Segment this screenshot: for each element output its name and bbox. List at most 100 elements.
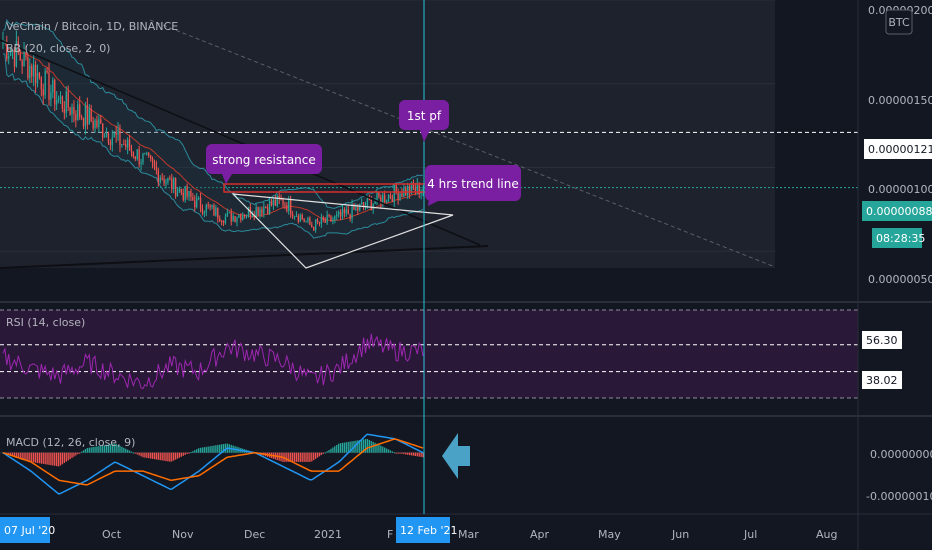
triangle-pattern[interactable]: [231, 193, 454, 269]
symbol-title[interactable]: VeChain / Bitcoin, 1D, BINANCE: [6, 20, 178, 33]
candle-body: [268, 201, 271, 214]
currency-badge[interactable]: BTC: [885, 9, 913, 35]
macd-histogram-bar: [364, 439, 367, 453]
candle-body: [167, 178, 169, 182]
macd-histogram-bar: [290, 452, 292, 462]
macd-histogram-bar: [366, 439, 369, 453]
macd-histogram-bar: [25, 452, 27, 461]
macd-histogram-bar: [157, 452, 160, 460]
macd-signal-line: [2, 438, 424, 486]
callout-1st-pf[interactable]: 1st pf: [399, 100, 449, 142]
candle-body: [224, 216, 227, 223]
price-label: 0.00000100: [868, 183, 932, 196]
candle-body: [376, 192, 378, 202]
macd-histogram-bar: [173, 452, 175, 461]
candle-body: [318, 222, 321, 224]
rsi-legend[interactable]: RSI (14, close): [6, 316, 85, 329]
currency-badge-text: BTC: [888, 16, 910, 29]
support-line-dark[interactable]: [0, 245, 489, 269]
candle-body: [126, 139, 129, 148]
candle-body: [397, 192, 399, 201]
candle-body: [213, 205, 215, 216]
macd-histogram-bar: [90, 447, 92, 453]
macd-histogram-bar: [174, 452, 177, 460]
candle-body: [178, 188, 181, 192]
macd-histogram-bar: [59, 452, 62, 466]
macd-histogram-bar: [351, 441, 353, 453]
callout-trend-line[interactable]: 4 hrs trend line: [425, 165, 521, 206]
macd-histogram-bar: [69, 452, 71, 460]
rsi-layer: [0, 309, 858, 399]
trend-line-dark[interactable]: [0, 39, 481, 246]
macd-histogram-bar: [144, 452, 146, 458]
macd-histogram-bar: [103, 445, 106, 453]
candle-body: [192, 197, 194, 201]
candle-body: [336, 214, 338, 217]
countdown-badge: 08:28:35: [872, 228, 925, 248]
trend-line-dashed[interactable]: [149, 19, 776, 268]
time-label: Jul: [743, 528, 757, 541]
candle-body: [144, 153, 146, 155]
candle-body: [211, 205, 213, 208]
candle-body: [79, 104, 81, 117]
candle-body: [384, 194, 386, 203]
macd-histogram-bar: [339, 443, 342, 453]
rsi-line: [2, 333, 424, 390]
candle-body: [378, 192, 380, 197]
macd-layer: [0, 433, 424, 495]
macd-histogram-bar: [347, 441, 349, 453]
macd-histogram-bar: [121, 446, 123, 453]
macd-histogram-bar: [142, 452, 144, 458]
candle-body: [410, 182, 413, 194]
macd-histogram-bar: [408, 452, 411, 456]
time-label: Nov: [172, 528, 194, 541]
macd-histogram-bar: [337, 443, 340, 453]
macd-histogram-bar: [376, 443, 378, 453]
macd-histogram-bar: [387, 449, 390, 453]
macd-histogram-bar: [341, 442, 344, 453]
callout-pf-text: 1st pf: [407, 109, 442, 123]
macd-histogram-bar: [149, 452, 152, 459]
time-label: Apr: [530, 528, 550, 541]
candle-body: [276, 195, 278, 206]
callout-strong-resistance[interactable]: strong resistance: [206, 144, 322, 184]
candle-body: [121, 144, 123, 146]
candle-body: [98, 119, 100, 127]
macd-histogram-bar: [32, 452, 35, 463]
candle-body: [188, 191, 190, 197]
macd-histogram-bar: [309, 452, 311, 462]
candle-body: [119, 129, 121, 146]
candle-body: [272, 200, 275, 206]
candle-body: [25, 51, 27, 58]
candle-body: [355, 207, 357, 210]
macd-histogram-bar: [222, 444, 225, 453]
macd-histogram-bar: [345, 442, 347, 453]
candle-body: [326, 214, 328, 223]
macd-histogram-bar: [360, 439, 363, 453]
candle-body: [334, 216, 336, 220]
macd-histogram-bar: [126, 449, 129, 453]
price-panel-shade: [0, 0, 775, 268]
macd-histogram-bar: [332, 447, 334, 453]
candle-body: [123, 144, 125, 146]
candle-body: [226, 212, 229, 217]
macd-histogram-bar: [410, 452, 413, 456]
macd-histogram-bar: [75, 452, 77, 456]
candle-body: [357, 207, 359, 211]
candle-body: [257, 207, 259, 215]
candle-body: [422, 189, 424, 191]
candle-body: [29, 66, 31, 79]
candle-body: [205, 204, 207, 213]
candle-body: [153, 162, 156, 167]
macd-histogram-bar: [42, 452, 44, 464]
candle-body: [291, 214, 294, 217]
candle-body: [245, 214, 248, 217]
candle-body: [247, 207, 250, 215]
macd-histogram-bar: [73, 452, 75, 457]
candle-body: [316, 219, 319, 223]
bb-legend[interactable]: BB (20, close, 2, 0): [6, 42, 110, 55]
macd-histogram-bar: [13, 452, 16, 457]
time-label: Oct: [102, 528, 122, 541]
macd-legend[interactable]: MACD (12, 26, close, 9): [6, 436, 135, 449]
macd-histogram-bar: [155, 452, 158, 460]
